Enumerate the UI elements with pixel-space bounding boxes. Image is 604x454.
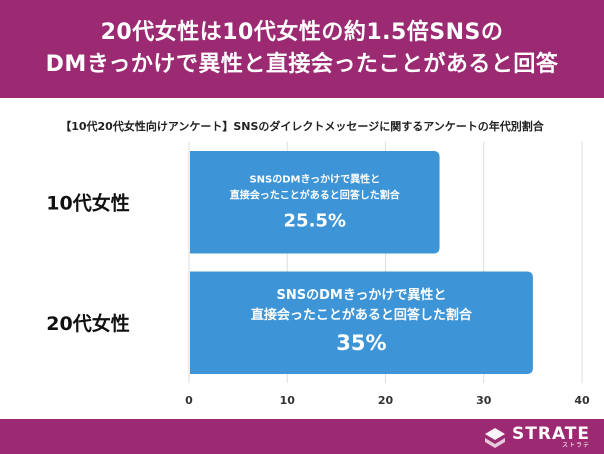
- x-tick-label: 20: [378, 394, 394, 407]
- bar-value-label: 25.5%: [284, 210, 346, 231]
- category-labels: 10代女性 20代女性: [46, 191, 129, 335]
- strate-logo-icon: [485, 427, 506, 448]
- headline-line-2: DMきっかけで異性と直接会ったことがあると回答: [45, 52, 559, 77]
- strate-logo: STRATE ストラテ: [484, 426, 590, 449]
- category-label: 20代女性: [46, 312, 129, 335]
- bar-caption-line-2: 直接会ったことがあると回答した割合: [230, 188, 401, 201]
- category-label: 10代女性: [46, 191, 129, 214]
- bar-value-label: 35%: [336, 331, 386, 355]
- chart-title: 【10代20代女性向けアンケート】SNSのダイレクトメッセージに関するアンケート…: [60, 120, 544, 133]
- bars: SNSのDMきっかけで異性と直接会ったことがあると回答した割合25.5%SNSの…: [190, 151, 533, 374]
- logo-subtext: ストラテ: [561, 442, 590, 449]
- x-tick-label: 30: [476, 394, 492, 407]
- headline-line-1: 20代女性は10代女性の約1.5倍SNSの: [100, 20, 504, 45]
- bar: [190, 271, 533, 374]
- x-axis-ticks: 0 10 20 30 40: [185, 394, 590, 407]
- x-tick-label: 0: [185, 394, 193, 407]
- bar-chart: SNSのDMきっかけで異性と直接会ったことがあると回答した割合25.5%SNSの…: [46, 142, 590, 407]
- x-tick-label: 40: [574, 394, 590, 407]
- bar: [190, 151, 440, 254]
- headline: 20代女性は10代女性の約1.5倍SNSの DMきっかけで異性と直接会ったことが…: [0, 0, 604, 98]
- bar-caption-line-1: SNSのDMきっかけで異性と: [277, 287, 447, 303]
- bar-caption-line-2: 直接会ったことがあると回答した割合: [251, 307, 473, 323]
- bar-caption-line-1: SNSのDMきっかけで異性と: [249, 172, 380, 185]
- logo-text: STRATE: [512, 424, 590, 444]
- footer: STRATE ストラテ: [0, 419, 604, 454]
- x-tick-label: 10: [280, 394, 296, 407]
